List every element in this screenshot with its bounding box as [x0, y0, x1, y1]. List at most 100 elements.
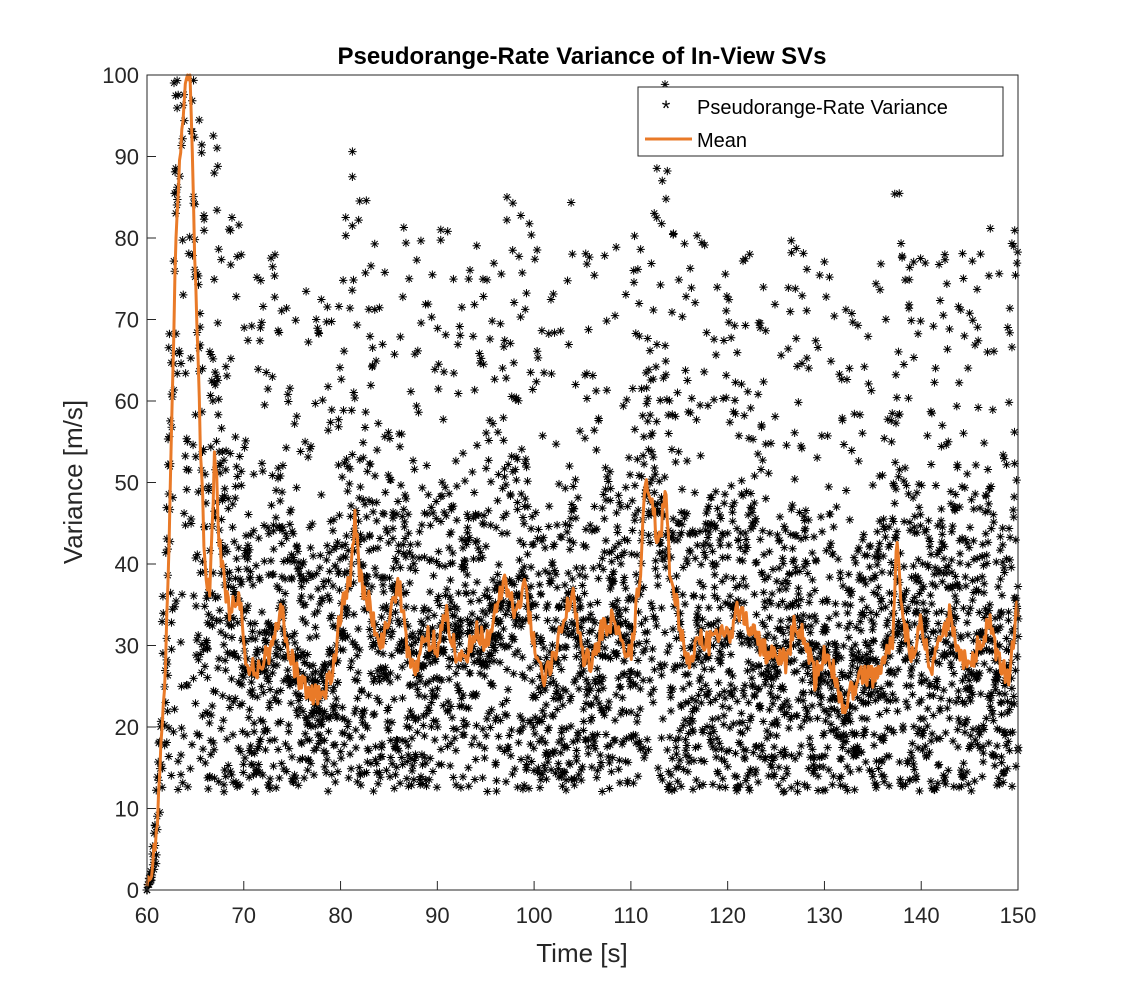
scatter-point [450, 611, 459, 621]
scatter-point [582, 675, 591, 684]
scatter-point [875, 539, 884, 548]
scatter-point [364, 746, 373, 755]
scatter-point [609, 602, 619, 611]
scatter-point [869, 741, 879, 750]
scatter-point [484, 506, 493, 515]
scatter-point [565, 536, 574, 545]
scatter-point [247, 321, 256, 331]
scatter-point [914, 724, 924, 734]
scatter-point [249, 719, 259, 728]
scatter-point [537, 637, 547, 646]
scatter-point [894, 617, 903, 626]
scatter-point [925, 748, 934, 757]
scatter-point [647, 447, 657, 456]
scatter-point [896, 642, 905, 651]
scatter-point [812, 641, 822, 651]
scatter-point [692, 704, 701, 714]
scatter-point [938, 522, 947, 532]
scatter-point [754, 662, 764, 671]
scatter-point [644, 745, 653, 754]
scatter-point [171, 91, 180, 100]
scatter-point [823, 431, 832, 441]
scatter-point [937, 442, 946, 451]
scatter-point [586, 716, 596, 726]
scatter-point [1004, 524, 1014, 533]
scatter-point [446, 597, 456, 607]
scatter-point [680, 239, 689, 248]
scatter-point [421, 758, 431, 768]
scatter-point [460, 556, 470, 566]
scatter-point [978, 757, 988, 767]
scatter-point [529, 766, 539, 775]
scatter-point [780, 745, 789, 754]
scatter-point [821, 645, 831, 654]
scatter-point [974, 587, 983, 596]
scatter-point [334, 422, 343, 431]
scatter-point [181, 369, 190, 378]
x-axis: 60 70 80 90 100 110 120 130 140 150 [135, 881, 1036, 928]
scatter-point [210, 168, 219, 178]
scatter-point [189, 76, 198, 85]
scatter-point [965, 309, 974, 318]
scatter-point [218, 550, 227, 559]
scatter-point [668, 754, 677, 763]
scatter-point [891, 458, 900, 467]
scatter-point [445, 605, 455, 614]
scatter-point [642, 637, 651, 646]
scatter-point [428, 686, 437, 695]
scatter-point [879, 777, 889, 786]
scatter-point [220, 656, 230, 665]
scatter-point [998, 523, 1007, 533]
scatter-point [703, 533, 713, 542]
scatter-point [965, 693, 974, 702]
scatter-point [225, 650, 235, 659]
scatter-point [388, 627, 397, 636]
scatter-point [934, 760, 944, 769]
x-tick-label: 90 [425, 903, 449, 928]
scatter-point [629, 778, 638, 788]
scatter-point [918, 731, 927, 740]
scatter-point [810, 753, 819, 763]
scatter-point [672, 571, 681, 581]
scatter-point [488, 681, 498, 690]
scatter-point [723, 528, 732, 538]
scatter-point [362, 196, 371, 205]
scatter-point [382, 601, 391, 611]
scatter-point [721, 269, 730, 279]
scatter-point [1011, 666, 1020, 675]
scatter-point [955, 502, 964, 512]
scatter-point [988, 647, 997, 656]
scatter-point [677, 702, 686, 712]
scatter-point [551, 439, 561, 449]
scatter-point [470, 658, 479, 667]
scatter-point [420, 731, 429, 741]
scatter-point [209, 738, 218, 748]
scatter-point [934, 569, 944, 578]
scatter-point [217, 424, 226, 433]
scatter-point [782, 708, 791, 717]
scatter-point [707, 518, 716, 528]
scatter-point [196, 754, 205, 763]
scatter-point [724, 746, 734, 755]
scatter-point [354, 215, 363, 225]
scatter-point [804, 764, 813, 773]
scatter-point [163, 434, 173, 444]
scatter-point [761, 753, 770, 762]
scatter-point [598, 787, 607, 796]
scatter-point [730, 498, 739, 507]
scatter-point [1011, 593, 1021, 603]
scatter-point [534, 683, 543, 693]
scatter-point [487, 601, 496, 610]
scatter-point [856, 617, 865, 626]
scatter-point [976, 632, 986, 641]
scatter-point [491, 598, 500, 608]
scatter-point [906, 681, 916, 690]
scatter-point [539, 368, 549, 377]
scatter-point [844, 713, 853, 723]
scatter-point [282, 534, 291, 543]
scatter-point [911, 571, 920, 581]
scatter-point [378, 649, 388, 658]
scatter-point [876, 684, 886, 693]
scatter-point [201, 498, 211, 508]
scatter-point [1003, 708, 1012, 718]
